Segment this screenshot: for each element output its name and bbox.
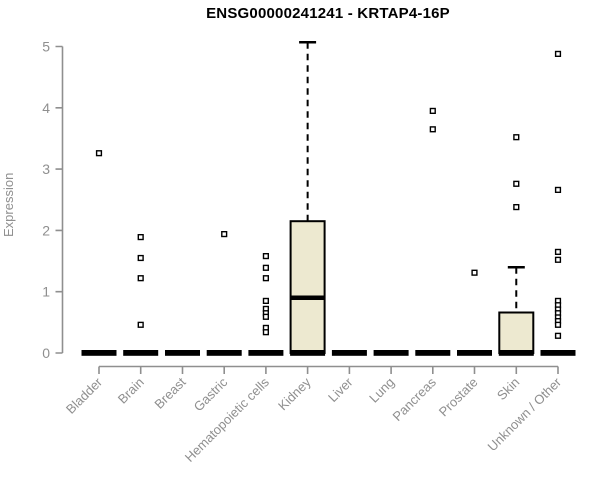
outlier-point xyxy=(513,180,520,187)
zero-bar xyxy=(165,350,200,356)
x-axis-line xyxy=(98,365,559,374)
y-tick-label: 5 xyxy=(42,39,50,55)
outlier-point xyxy=(262,264,270,271)
zero-bar xyxy=(415,350,451,356)
outlier-point xyxy=(554,321,562,328)
outlier-point xyxy=(513,134,520,141)
outlier-point xyxy=(137,275,144,282)
x-tick-label: Liver xyxy=(325,374,356,405)
outlier-point xyxy=(221,230,228,238)
box xyxy=(289,220,326,354)
zero-bar xyxy=(290,350,326,356)
outlier-point xyxy=(554,186,562,194)
zero-bar xyxy=(331,350,367,356)
outlier-point xyxy=(262,275,270,282)
boxplot-group xyxy=(540,50,576,356)
outlier-point xyxy=(554,50,562,58)
x-tick-label: Prostate xyxy=(436,375,481,420)
boxplot-group xyxy=(331,350,367,356)
x-tick-label: Gastric xyxy=(191,374,231,414)
outlier-point xyxy=(137,233,144,241)
box xyxy=(498,311,535,354)
zero-bar xyxy=(248,350,284,356)
y-axis-line xyxy=(55,45,64,354)
x-tick-label: Pancreas xyxy=(389,374,439,424)
outlier-point xyxy=(262,252,270,260)
boxplot-group xyxy=(123,233,159,356)
outlier-point xyxy=(554,256,562,263)
x-tick-label: Breast xyxy=(151,374,188,411)
x-tick-label: Unknown / Other xyxy=(485,374,565,454)
zero-bar xyxy=(373,350,409,356)
outlier-point xyxy=(429,126,436,133)
y-tick-label: 2 xyxy=(42,222,50,238)
boxplot-group xyxy=(415,107,451,356)
y-tick-label: 4 xyxy=(42,100,50,116)
zero-bar xyxy=(457,350,492,356)
zero-bar xyxy=(540,350,576,356)
outlier-point xyxy=(513,203,520,211)
zero-bar xyxy=(498,350,534,356)
x-tick-label: Lung xyxy=(366,375,397,406)
x-tick-label: Brain xyxy=(115,375,147,407)
chart-title: ENSG00000241241 - KRTAP4-16P xyxy=(206,5,450,22)
boxplot-group xyxy=(81,150,117,356)
outlier-point xyxy=(262,329,270,336)
outlier-point xyxy=(95,150,103,157)
outlier-point xyxy=(554,332,562,339)
y-tick-label: 3 xyxy=(42,161,50,177)
outlier-point xyxy=(429,107,436,115)
y-tick-label: 1 xyxy=(42,284,50,300)
boxplot-group xyxy=(206,230,242,356)
outlier-point xyxy=(137,254,144,262)
zero-bar xyxy=(123,350,159,356)
outlier-point xyxy=(137,321,144,328)
x-tick-label: Kidney xyxy=(275,374,314,413)
boxplot-group xyxy=(373,350,409,356)
outlier-point xyxy=(471,269,478,276)
x-tick-label: Bladder xyxy=(63,374,106,417)
outlier-point xyxy=(262,297,270,305)
y-tick-label: 0 xyxy=(42,345,50,361)
boxplot-group xyxy=(289,40,326,356)
outlier-point xyxy=(262,313,270,320)
outlier-point xyxy=(554,248,562,256)
boxplot-group xyxy=(457,269,492,356)
x-tick-label: Skin xyxy=(494,375,522,403)
boxplot-group xyxy=(498,134,535,356)
boxplot-group xyxy=(165,350,200,356)
zero-bar xyxy=(81,350,117,356)
boxplot-group xyxy=(248,252,284,356)
zero-bar xyxy=(206,350,242,356)
